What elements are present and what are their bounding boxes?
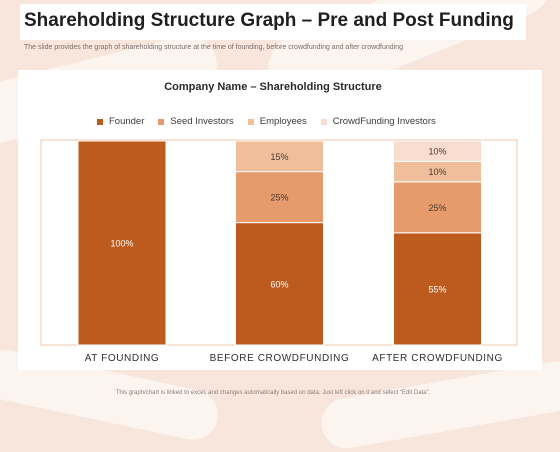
x-tick-label: AFTER CROWDFUNDING [372,353,503,364]
bar-segment [393,232,482,346]
chart-legend: Founder Seed Investors Employees CrowdFu… [97,116,436,127]
legend-item: Seed Investors [158,116,234,127]
x-axis-labels: AT FOUNDING BEFORE CROWDFUNDING AFTER CROW… [85,353,503,364]
title-box [20,4,526,40]
data-label: 10% [428,147,446,157]
legend-swatch [247,118,254,125]
data-label: 25% [428,203,446,213]
data-label: 25% [270,193,288,203]
x-tick-label: AT FOUNDING [85,353,160,364]
bar-segment [77,140,167,346]
chart-title: Company Name – Shareholding Structure [164,81,382,93]
legend-label: Founder [109,116,145,127]
data-label: 60% [270,279,288,289]
stacked-bar-chart: 100% 60% 25% 15% 55% 25% 10% 10% AT FOUNDING BEF… [40,139,518,364]
x-tick-label: BEFORE CROWDFUNDING [210,353,350,364]
legend-item: Employees [247,116,307,127]
bar-segment [393,140,482,162]
data-label: 15% [270,152,288,162]
legend-swatch [158,118,165,125]
legend-swatch [97,118,103,125]
legend-item: Founder [97,116,144,127]
data-label: 100% [110,239,133,249]
legend-label: CrowdFunding Investors [332,116,436,127]
bars-group: 100% 60% 25% 15% 55% 25% 10% 10% [77,140,482,346]
legend-label: Employees [259,116,307,127]
legend-item: CrowdFunding Investors [320,116,436,127]
page-title: Shareholding Structure Graph – Pre and P… [24,10,514,31]
footer-note: This graph/chart is linked to excel, and… [115,390,431,396]
bar-segment [235,140,324,173]
data-label: 10% [428,167,446,177]
data-label: 55% [428,284,446,294]
bar-segment [393,181,482,234]
legend-label: Seed Investors [170,116,234,127]
legend-swatch [320,118,327,125]
page-subtitle: The slide provides the graph of sharehol… [24,44,404,51]
